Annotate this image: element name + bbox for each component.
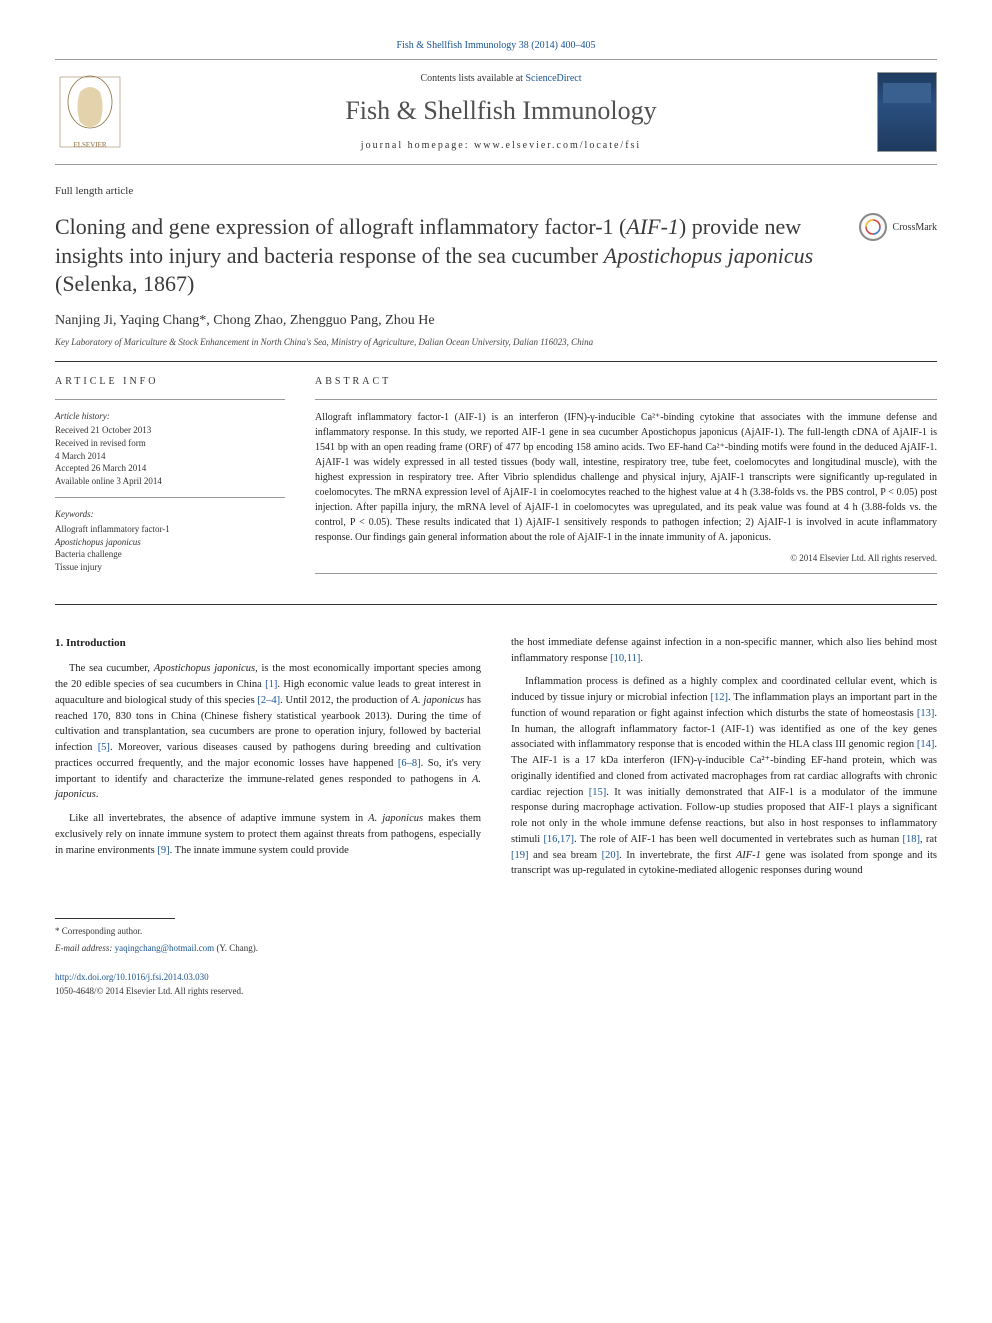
journal-header: ELSEVIER Contents lists available at Sci… [55,59,937,165]
abstract-copyright: © 2014 Elsevier Ltd. All rights reserved… [315,553,937,563]
abstract-column: ABSTRACT Allograft inflammatory factor-1… [315,376,937,584]
body-col-right: the host immediate defense against infec… [511,635,937,999]
intro-paragraph: the host immediate defense against infec… [511,635,937,667]
svg-text:ELSEVIER: ELSEVIER [73,141,106,149]
journal-homepage: journal homepage: www.elsevier.com/locat… [125,140,877,151]
journal-name: Fish & Shellfish Immunology [125,96,877,126]
citation-link[interactable]: [13] [917,708,935,719]
title-italic: AIF-1 [626,214,679,239]
header-center: Contents lists available at ScienceDirec… [125,73,877,151]
keywords-block: Keywords: Allograft inflammatory factor-… [55,508,285,573]
body-col-left: 1. Introduction The sea cucumber, Aposti… [55,635,481,999]
citation-link[interactable]: [15] [589,787,607,798]
affiliation: Key Laboratory of Mariculture & Stock En… [55,337,937,347]
abstract-divider [315,399,937,400]
elsevier-logo: ELSEVIER [55,72,125,152]
email-suffix: (Y. Chang). [214,943,258,953]
title-italic: Apostichopus japonicus [604,243,814,268]
history-item: Available online 3 April 2014 [55,475,285,488]
keyword: Allograft inflammatory factor-1 [55,523,285,536]
article-info-column: ARTICLE INFO Article history: Received 2… [55,376,285,584]
citation-link[interactable]: [6–8] [398,758,421,769]
text: the host immediate defense against infec… [511,637,937,664]
text-italic: A. japonicus [368,813,423,824]
text: and sea bream [529,850,602,861]
citation-link[interactable]: [2–4] [257,695,280,706]
text-italic: A. japonicus [412,695,465,706]
crossmark-badge[interactable]: CrossMark [859,213,937,241]
text: , rat [920,834,937,845]
issn-line: 1050-4648/© 2014 Elsevier Ltd. All right… [55,985,481,999]
history-item: Received 21 October 2013 [55,424,285,437]
article-history: Article history: Received 21 October 201… [55,410,285,488]
text: . Until 2012, the production of [280,695,411,706]
article-type: Full length article [55,185,937,197]
authors: Nanjing Ji, Yaqing Chang*, Chong Zhao, Z… [55,313,937,329]
text: The sea cucumber, [69,663,154,674]
paper-title: Cloning and gene expression of allograft… [55,213,839,299]
info-divider [55,497,285,498]
keyword: Bacteria challenge [55,548,285,561]
journal-cover-thumbnail [877,72,937,152]
history-item: Received in revised form [55,437,285,450]
body-columns: 1. Introduction The sea cucumber, Aposti… [55,635,937,999]
citation-link[interactable]: [9] [157,845,169,856]
footnote-divider [55,918,175,919]
citation-link[interactable]: [5] [98,742,110,753]
abstract-text: Allograft inflammatory factor-1 (AIF-1) … [315,410,937,545]
contents-available: Contents lists available at ScienceDirec… [125,73,877,84]
citation-link[interactable]: [12] [711,692,729,703]
text: . The role of AIF-1 has been well docume… [574,834,902,845]
abstract-divider [315,573,937,574]
intro-heading: 1. Introduction [55,635,481,652]
contents-prefix: Contents lists available at [420,73,525,84]
journal-reference: Fish & Shellfish Immunology 38 (2014) 40… [55,40,937,51]
homepage-prefix: journal homepage: [361,140,474,151]
citation-link[interactable]: [14] [917,739,935,750]
email-line: E-mail address: yaqingchang@hotmail.com … [55,942,481,956]
sciencedirect-link[interactable]: ScienceDirect [525,73,581,84]
text: Like all invertebrates, the absence of a… [69,813,368,824]
info-divider [55,399,285,400]
citation-link[interactable]: [19] [511,850,529,861]
footer-block: * Corresponding author. E-mail address: … [55,918,481,998]
history-label: Article history: [55,410,285,423]
text: . The innate immune system could provide [170,845,349,856]
crossmark-icon [859,213,887,241]
citation-link[interactable]: [16,17] [543,834,574,845]
corresponding-author: * Corresponding author. [55,925,481,939]
history-item: 4 March 2014 [55,450,285,463]
title-part: (Selenka, 1867) [55,271,194,296]
abstract-heading: ABSTRACT [315,376,937,387]
email-label: E-mail address: [55,943,115,953]
divider [55,604,937,605]
email-link[interactable]: yaqingchang@hotmail.com [115,943,215,953]
info-abstract-row: ARTICLE INFO Article history: Received 2… [55,376,937,584]
keywords-label: Keywords: [55,508,285,521]
title-part: Cloning and gene expression of allograft… [55,214,626,239]
text: . [96,789,99,800]
keyword-italic: Apostichopus japonicus [55,537,141,547]
intro-paragraph: The sea cucumber, Apostichopus japonicus… [55,661,481,803]
text-italic: Apostichopus japonicus [154,663,255,674]
citation-link[interactable]: [20] [602,850,620,861]
homepage-url: www.elsevier.com/locate/fsi [474,140,641,151]
article-info-heading: ARTICLE INFO [55,376,285,387]
citation-link[interactable]: [10,11] [610,653,640,664]
keyword: Tissue injury [55,561,285,574]
divider [55,361,937,362]
doi-block: http://dx.doi.org/10.1016/j.fsi.2014.03.… [55,971,481,998]
keyword: Apostichopus japonicus [55,536,285,549]
intro-paragraph: Like all invertebrates, the absence of a… [55,811,481,858]
title-row: Cloning and gene expression of allograft… [55,213,937,299]
doi-link[interactable]: http://dx.doi.org/10.1016/j.fsi.2014.03.… [55,972,209,982]
text: . In invertebrate, the first [619,850,736,861]
intro-paragraph: Inflammation process is defined as a hig… [511,674,937,879]
citation-link[interactable]: [18] [903,834,921,845]
history-item: Accepted 26 March 2014 [55,462,285,475]
citation-link[interactable]: [1] [265,679,277,690]
text: . [640,653,643,664]
text-italic: AIF-1 [736,850,761,861]
crossmark-label: CrossMark [893,222,937,233]
